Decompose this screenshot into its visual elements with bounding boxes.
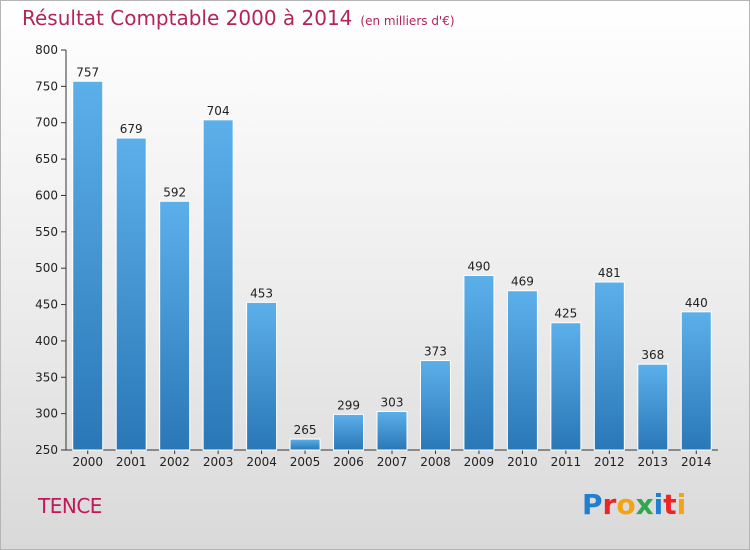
x-tick-label: 2013: [638, 455, 669, 469]
bar-value-label: 481: [598, 266, 621, 280]
x-tick-label: 2009: [464, 455, 495, 469]
bar-value-label: 490: [467, 259, 490, 273]
y-tick-label: 500: [35, 261, 58, 275]
commune-name: TENCE: [38, 494, 102, 518]
logo-letter: P: [582, 488, 603, 521]
bar-value-label: 453: [250, 286, 273, 300]
bar-value-label: 303: [381, 395, 404, 409]
x-tick-label: 2002: [159, 455, 190, 469]
x-tick-label: 2008: [420, 455, 451, 469]
y-tick-label: 450: [35, 298, 58, 312]
chart-title: Résultat Comptable 2000 à 2014: [22, 6, 353, 30]
bar-2008: [419, 360, 451, 451]
bar-2014: [680, 311, 712, 451]
x-tick-label: 2004: [246, 455, 277, 469]
x-tick-label: 2014: [681, 455, 712, 469]
bar-value-label: 704: [207, 104, 230, 118]
bar-2001: [115, 137, 147, 451]
y-tick-label: 650: [35, 152, 58, 166]
bar-2002: [159, 200, 191, 451]
logo-letter: i: [653, 488, 664, 521]
x-tick-label: 2005: [290, 455, 321, 469]
proxiti-logo: Proxiti: [582, 488, 686, 521]
bar-2011: [550, 322, 582, 451]
chart-labels: 757 2000 679 2001 592 2002 704 2003 453 2004 265 20…: [72, 65, 711, 469]
y-tick-label: 750: [35, 79, 58, 93]
bar-2009: [463, 274, 495, 451]
y-tick-label: 800: [35, 43, 58, 57]
logo-letter: o: [616, 488, 636, 521]
bar-value-label: 757: [76, 65, 99, 79]
y-tick-label: 350: [35, 370, 58, 384]
y-tick-label: 250: [35, 443, 58, 457]
bar-2012: [593, 281, 625, 451]
bar-value-label: 373: [424, 345, 447, 359]
x-tick-label: 2012: [594, 455, 625, 469]
bar-2004: [246, 301, 278, 451]
bar-2000: [72, 80, 104, 451]
bar-value-label: 592: [163, 185, 186, 199]
x-tick-label: 2007: [377, 455, 408, 469]
y-tick-label: 700: [35, 116, 58, 130]
bar-value-label: 299: [337, 398, 360, 412]
x-tick-label: 2001: [116, 455, 147, 469]
bar-value-label: 265: [294, 423, 317, 437]
bar-value-label: 679: [120, 122, 143, 136]
bar-value-label: 440: [685, 296, 708, 310]
chart-bars: [72, 80, 712, 451]
logo-letter: x: [635, 488, 654, 521]
y-tick-label: 300: [35, 407, 58, 421]
y-tick-label: 550: [35, 225, 58, 239]
bar-2007: [376, 410, 408, 451]
bar-value-label: 368: [641, 348, 664, 362]
y-tick-label: 600: [35, 188, 58, 202]
chart-subtitle: (en milliers d'€): [360, 14, 455, 28]
bar-value-label: 425: [554, 307, 577, 321]
bar-2005: [289, 438, 321, 451]
x-tick-label: 2003: [203, 455, 234, 469]
logo-letter: r: [602, 488, 617, 521]
bar-2010: [506, 290, 538, 451]
logo-letter: t: [663, 488, 677, 521]
x-tick-label: 2010: [507, 455, 538, 469]
x-tick-label: 2006: [333, 455, 364, 469]
chart-title-block: Résultat Comptable 2000 à 2014 (en millie…: [22, 6, 455, 30]
bar-2006: [333, 413, 365, 451]
x-tick-label: 2011: [551, 455, 582, 469]
x-tick-label: 2000: [72, 455, 103, 469]
logo-letter: i: [676, 488, 687, 521]
bar-2013: [637, 363, 669, 451]
bar-value-label: 469: [511, 275, 534, 289]
y-tick-label: 400: [35, 334, 58, 348]
bar-2003: [202, 119, 234, 451]
